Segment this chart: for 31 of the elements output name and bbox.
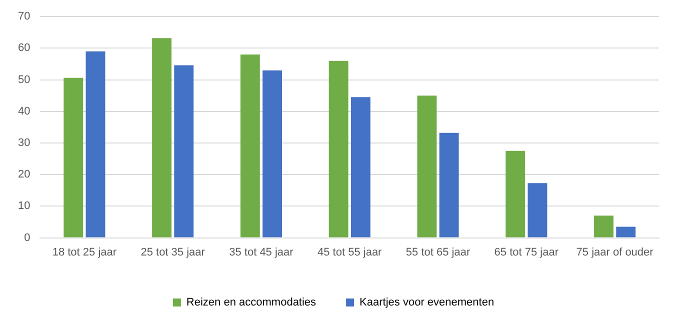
bar	[439, 132, 459, 238]
legend-label: Kaartjes voor evenementen	[360, 296, 494, 309]
bar	[174, 65, 194, 238]
x-tick-label: 45 tot 55 jaar	[318, 246, 382, 258]
y-tick-label: 50	[18, 74, 30, 86]
y-tick-label: 0	[24, 232, 30, 244]
x-tick-label: 25 tot 35 jaar	[140, 246, 206, 258]
y-tick-label: 30	[18, 137, 30, 150]
y-tick-label: 40	[18, 105, 30, 118]
bar	[86, 51, 106, 238]
x-tick-label: 18 tot 25 jaar	[52, 246, 117, 258]
y-tick-label: 70	[18, 10, 30, 23]
bar	[152, 38, 172, 238]
bar	[350, 97, 370, 238]
bar	[417, 96, 437, 238]
y-tick-label: 10	[18, 200, 30, 212]
bar	[616, 226, 636, 238]
x-tick-label: 75 jaar of ouder	[576, 246, 654, 258]
bar	[64, 78, 84, 238]
bar	[328, 60, 348, 238]
bar	[240, 54, 260, 238]
legend-label: Reizen en accommodaties	[186, 296, 317, 309]
bar	[262, 70, 282, 238]
y-tick-label: 60	[18, 42, 30, 54]
x-tick-label: 55 tot 65 jaar	[406, 246, 470, 258]
x-tick-label: 65 tot 75 jaar	[494, 246, 559, 258]
y-tick-label: 20	[18, 168, 30, 181]
bar	[506, 150, 526, 238]
bar	[528, 183, 548, 238]
x-tick-label: 35 tot 45 jaar	[229, 246, 294, 258]
bar	[594, 216, 614, 238]
